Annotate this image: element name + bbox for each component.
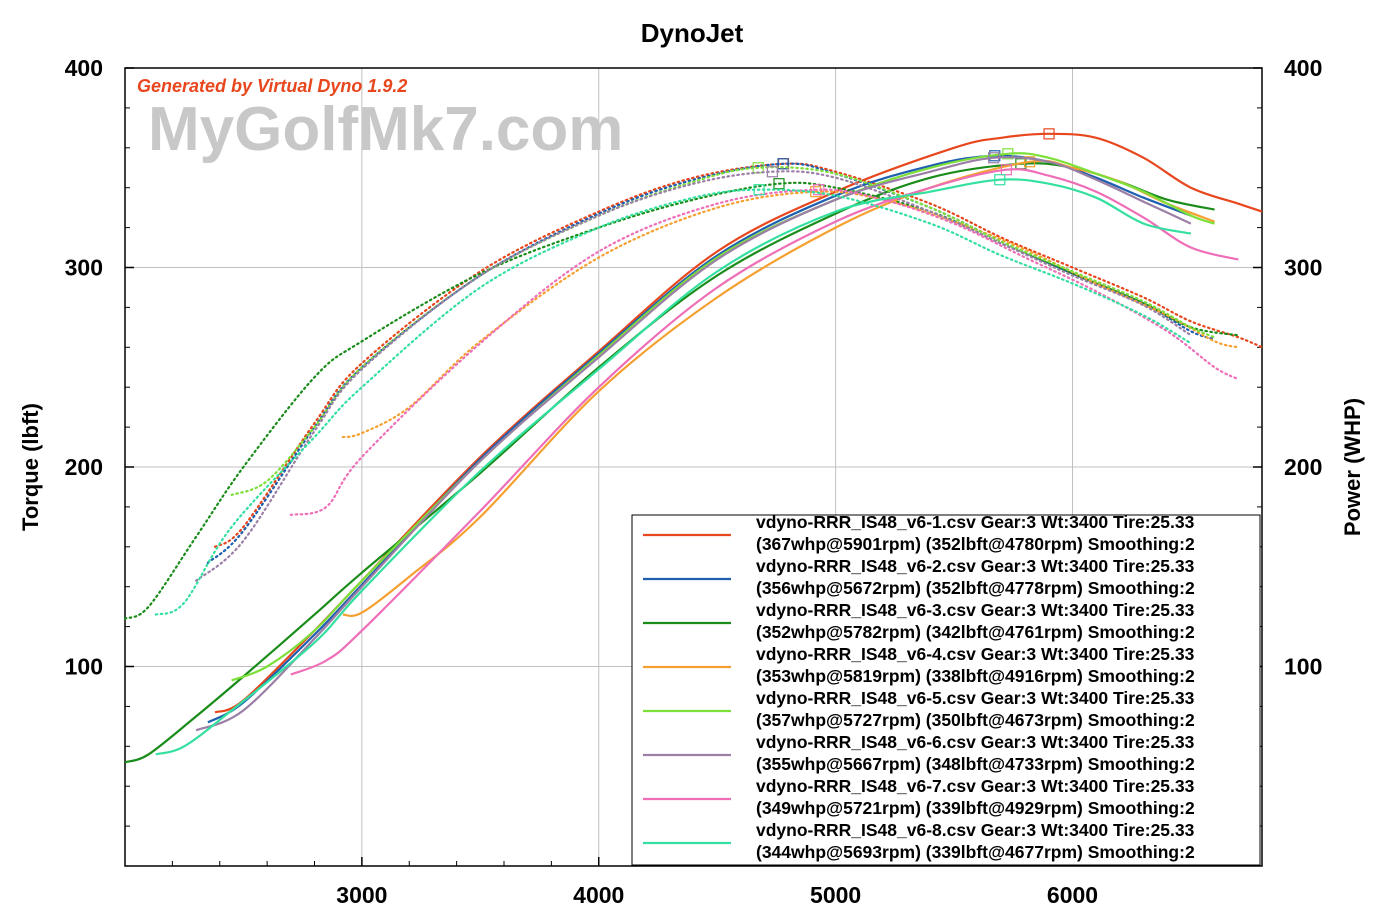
legend-entry-name: vdyno-RRR_IS48_v6-4.csv Gear:3 Wt:3400 T… <box>756 644 1195 664</box>
series-8 <box>154 174 1192 756</box>
legend-entry-stats: (357whp@5727rpm) (350lbft@4673rpm) Smoot… <box>756 710 1195 730</box>
y-left-tick-label: 300 <box>65 255 103 281</box>
power-line <box>195 156 1192 732</box>
legend-entry-stats: (367whp@5901rpm) (352lbft@4780rpm) Smoot… <box>756 534 1195 554</box>
legend-entry-name: vdyno-RRR_IS48_v6-3.csv Gear:3 Wt:3400 T… <box>756 600 1195 620</box>
legend-entry-stats: (353whp@5819rpm) (338lbft@4916rpm) Smoot… <box>756 666 1195 686</box>
torque-line <box>206 162 1216 564</box>
series-6 <box>195 152 1192 732</box>
chart-title: DynoJet <box>641 18 744 48</box>
x-tick-label: 4000 <box>573 882 624 908</box>
peak-power-marker <box>1043 128 1055 140</box>
peak-power-marker <box>988 152 1000 164</box>
peak-torque-marker <box>753 184 765 196</box>
y-right-tick-label: 200 <box>1284 454 1322 480</box>
legend-entry-stats: (352whp@5782rpm) (342lbft@4761rpm) Smoot… <box>756 622 1195 642</box>
peak-torque-marker <box>766 166 778 178</box>
legend-entry-name: vdyno-RRR_IS48_v6-1.csv Gear:3 Wt:3400 T… <box>756 512 1195 532</box>
y-left-tick-label: 400 <box>65 55 103 81</box>
series-layer <box>123 128 1264 764</box>
peak-torque-marker <box>813 184 825 196</box>
peak-torque-marker <box>777 158 789 170</box>
legend-entry-name: vdyno-RRR_IS48_v6-8.csv Gear:3 Wt:3400 T… <box>756 820 1195 840</box>
y-axis-right-label: Power (WHP) <box>1340 398 1365 536</box>
torque-line <box>289 188 1240 516</box>
peak-power-marker <box>1024 156 1036 168</box>
power-line <box>155 178 1192 756</box>
y-axis-left-label: Torque (lbft) <box>18 403 43 531</box>
legend-entry-stats: (344whp@5693rpm) (339lbft@4677rpm) Smoot… <box>756 842 1195 862</box>
x-tick-label: 5000 <box>810 882 861 908</box>
torque-line <box>123 181 1240 620</box>
torque-line <box>154 188 1192 616</box>
legend-entry-name: vdyno-RRR_IS48_v6-2.csv Gear:3 Wt:3400 T… <box>756 556 1195 576</box>
legend-entry-stats: (349whp@5721rpm) (339lbft@4929rpm) Smoot… <box>756 798 1195 818</box>
x-tick-label: 3000 <box>336 882 387 908</box>
y-right-tick-label: 100 <box>1284 654 1322 680</box>
generator-note: Generated by Virtual Dyno 1.9.2 <box>137 76 407 96</box>
y-right-tick-label: 400 <box>1284 55 1322 81</box>
legend-entry-name: vdyno-RRR_IS48_v6-5.csv Gear:3 Wt:3400 T… <box>756 688 1195 708</box>
legend-entry-name: vdyno-RRR_IS48_v6-7.csv Gear:3 Wt:3400 T… <box>756 776 1195 796</box>
peak-power-marker <box>994 174 1006 186</box>
peak-power-marker <box>1000 164 1013 176</box>
torque-line <box>341 190 1240 439</box>
legend-entry-stats: (356whp@5672rpm) (352lbft@4778rpm) Smoot… <box>756 578 1195 598</box>
watermark: MyGolfMk7.com <box>148 95 623 164</box>
legend: vdyno-RRR_IS48_v6-1.csv Gear:3 Wt:3400 T… <box>631 512 1261 866</box>
x-tick-label: 6000 <box>1047 882 1098 908</box>
legend-box <box>631 514 1261 866</box>
torque-line <box>195 170 1192 582</box>
torque-line <box>230 166 1216 496</box>
torque-line <box>213 162 1264 548</box>
legend-entry-stats: (355whp@5667rpm) (348lbft@4733rpm) Smoot… <box>756 754 1195 774</box>
power-line <box>290 168 1239 676</box>
y-right-tick-label: 300 <box>1284 255 1322 281</box>
legend-entry-name: vdyno-RRR_IS48_v6-6.csv Gear:3 Wt:3400 T… <box>756 732 1195 752</box>
peak-power-marker <box>1002 148 1014 160</box>
peak-torque-marker <box>810 186 822 198</box>
axis-ticks: 3000 4000 5000 6000 100 100 200 200 300 300 400 400 <box>65 55 1323 908</box>
y-left-tick-label: 200 <box>65 454 103 480</box>
y-left-tick-label: 100 <box>65 654 103 680</box>
